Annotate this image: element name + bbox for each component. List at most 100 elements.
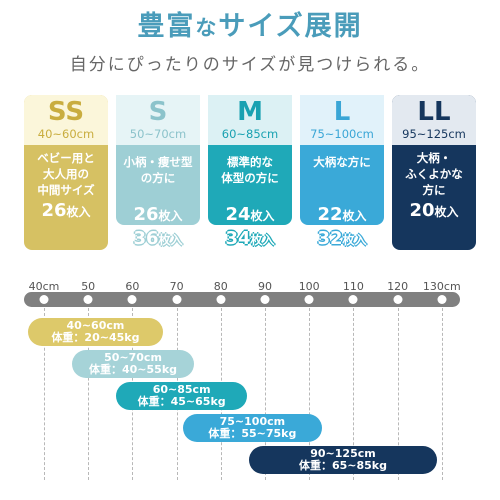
card-description-line: の方に (140, 171, 176, 185)
ruler-guide-line (265, 308, 266, 480)
ruler-tick-label: 40cm (28, 280, 60, 293)
ruler-tick-label: 90 (258, 280, 272, 293)
pack-count-number: 32 (317, 228, 343, 249)
pack-count-unit: 枚入 (342, 209, 367, 223)
title-part-main: 豊富 (137, 11, 196, 42)
card-header: M 60~85cm (208, 95, 292, 145)
pack-count-unit: 枚入 (158, 233, 183, 247)
card-description-line: 体型の方に (221, 171, 279, 185)
ruler-guide-line (397, 308, 399, 480)
card-description-line: ふくよかな (405, 167, 463, 181)
size-card-ll: LL 95~125cm 大柄・ふくよかな方に 20枚入 (392, 95, 476, 250)
range-bar-length: 40~60cm (66, 319, 125, 332)
range-bar-length: 60~85cm (152, 383, 211, 396)
card-description-line: 小柄・痩せ型 (123, 155, 193, 169)
ruler-guide-line (353, 308, 355, 480)
range-bar: 90~125cm 体重：65~85kg (249, 446, 437, 474)
size-letter: L (333, 97, 351, 127)
card-description-line: 大柄な方に (313, 155, 371, 169)
range-bar-weight: 体重：65~85kg (298, 459, 387, 472)
title-part-size: サイズ展開 (218, 11, 363, 42)
ruler-guide-line (441, 308, 443, 480)
ruler-tick-label: 100 (298, 280, 320, 293)
size-range: 60~85cm (221, 127, 279, 141)
pack-count-unit: 枚入 (250, 233, 275, 247)
range-bar-length: 90~125cm (310, 447, 376, 460)
pack-count: 24枚入 (208, 205, 292, 226)
size-card-m: M 60~85cm 標準的な 体型の方に 24枚入 34枚入 (208, 95, 292, 249)
range-bar: 50~70cm 体重：40~55kg (72, 350, 194, 378)
ruler-tick-label: 120 (387, 280, 409, 293)
ruler-tick-label: 80 (213, 280, 228, 293)
range-bar-weight: 体重：40~55kg (89, 363, 178, 376)
pack-count-number: 22 (317, 204, 343, 225)
pack-count-number: 20 (409, 200, 435, 221)
size-letter: M (237, 97, 263, 127)
pack-count: 20枚入 (392, 201, 476, 222)
card-description-line: 標準的な (227, 155, 273, 169)
pack-count-number: 26 (41, 200, 67, 221)
card-description-line: ベビー用と (37, 151, 95, 165)
size-range: 75~100cm (310, 127, 374, 141)
card-description-line: 大柄・ (416, 151, 452, 165)
pack-count-number: 36 (133, 228, 159, 249)
size-card-l: L 75~100cm 大柄な方に 22枚入 32枚入 (300, 95, 384, 249)
pack-count-number: 34 (225, 228, 251, 249)
size-letter: LL (417, 97, 451, 127)
ruler-tick-dot (348, 295, 358, 304)
title-part-particle: な (195, 16, 219, 40)
page-title: 豊富なサイズ展開 (0, 4, 500, 43)
ruler-tick-dot (216, 295, 226, 304)
ruler-tick-dot (83, 295, 93, 304)
pack-count: 36枚入 (116, 229, 200, 250)
ruler-tick-dot (260, 295, 270, 304)
range-bar-weight: 体重：20~45kg (51, 331, 140, 344)
ruler-tick-dot (172, 295, 182, 304)
ruler-tick-label: 60 (125, 280, 140, 293)
card-header: LL 95~125cm (392, 95, 476, 145)
size-range: 95~125cm (402, 127, 466, 141)
pack-count: 22枚入 (300, 205, 384, 226)
ruler-guide-line (88, 308, 90, 480)
card-description-line: 大人用の (43, 167, 89, 181)
pack-count-unit: 枚入 (434, 205, 459, 219)
card-header: SS 40~60cm (24, 95, 108, 145)
ruler-tick-label: 50 (81, 280, 96, 293)
size-range: 40~60cm (37, 127, 95, 141)
card-header: S 50~70cm (116, 95, 200, 145)
card-header: L 75~100cm (300, 95, 384, 145)
pack-count: 26枚入 (116, 205, 200, 226)
pack-count: 34枚入 (208, 229, 292, 250)
ruler-tick-dot (39, 295, 49, 304)
range-bar-weight: 体重：55~75kg (208, 427, 297, 440)
ruler-tick-dot (304, 295, 314, 304)
range-bar: 75~100cm 体重：55~75kg (182, 414, 323, 442)
pack-count-number: 24 (225, 204, 251, 225)
ruler-guide-line (309, 308, 311, 480)
size-letter: SS (47, 97, 85, 127)
card-description-line: 中間サイズ (37, 183, 95, 197)
range-bar-length: 75~100cm (219, 415, 286, 428)
pack-count-unit: 枚入 (342, 233, 367, 247)
pack-count-unit: 枚入 (158, 209, 183, 223)
ruler-tick-dot (127, 295, 137, 304)
size-letter: S (148, 97, 168, 127)
ruler-tick-dot (437, 295, 447, 304)
ruler-tick-label: 130cm (422, 280, 461, 293)
pack-count: 32枚入 (300, 229, 384, 250)
pack-count-unit: 枚入 (66, 205, 91, 219)
pack-count: 26枚入 (24, 201, 108, 222)
card-description-line: 方に (422, 183, 446, 197)
range-bar: 60~85cm 体重：45~65kg (116, 382, 247, 410)
size-card-s: S 50~70cm 小柄・痩せ型 の方に 26枚入 36枚入 (116, 95, 200, 249)
pack-count-number: 26 (133, 204, 159, 225)
ruler-tick-dot (393, 295, 403, 304)
ruler-guide-line (44, 308, 45, 480)
size-range: 50~70cm (129, 127, 187, 141)
range-bar-weight: 体重：45~65kg (137, 395, 226, 408)
range-bar-length: 50~70cm (104, 351, 162, 364)
page-subtitle: 自分にぴったりのサイズが見つけられる。 (69, 55, 431, 75)
ruler-tick-label: 70 (169, 280, 184, 293)
ruler-tick-label: 110 (342, 280, 364, 293)
pack-count-unit: 枚入 (250, 209, 275, 223)
